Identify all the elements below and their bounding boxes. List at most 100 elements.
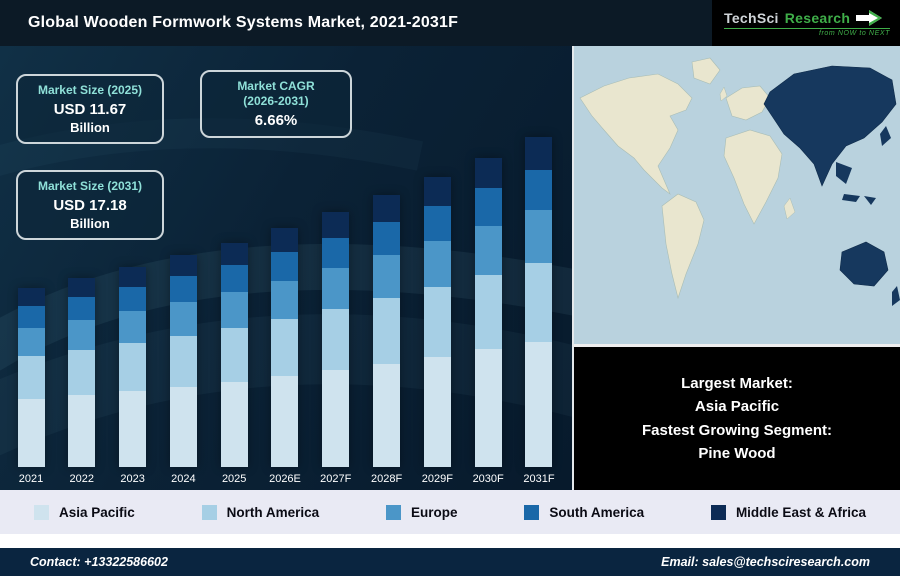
legend-item-south-america: South America [524, 504, 644, 520]
bar-segment-south-america [68, 296, 96, 320]
year-label: 2030F [472, 473, 504, 485]
bar-segment-europe [474, 225, 502, 276]
bar-segment-asia-pacific [169, 386, 197, 467]
bar-segment-europe [169, 301, 197, 336]
market-size-2025-box: Market Size (2025) USD 11.67 Billion [16, 74, 164, 144]
legend-item-north-america: North America [201, 504, 320, 520]
divider [0, 534, 900, 546]
year-label: 2028F [370, 473, 403, 485]
bar-segment-middle-east-africa [423, 176, 451, 206]
bar-segment-south-america [423, 205, 451, 241]
bar-segment-asia-pacific [17, 399, 45, 467]
market-size-2031-box: Market Size (2031) USD 17.18 Billion [16, 170, 164, 240]
bar-column-2031f: 2031F [514, 137, 564, 488]
market-size-2025-unit: Billion [70, 120, 110, 135]
stacked-bar-2027f [322, 212, 350, 467]
legend: Asia Pacific North America Europe South Ame… [0, 490, 900, 534]
bar-segment-south-america [17, 306, 45, 328]
legend-label: Middle East & Africa [735, 504, 866, 520]
main-content: Market Size (2025) USD 11.67 Billion Mar… [0, 46, 900, 490]
right-panel: Largest Market: Asia Pacific Fastest Gro… [572, 46, 900, 490]
bar-segment-asia-pacific [119, 390, 147, 467]
bar-segment-south-america [474, 188, 502, 226]
largest-market-label: Largest Market: [681, 375, 793, 392]
legend-item-middle-east-africa: Middle East & Africa [710, 504, 866, 520]
bar-segment-europe [322, 268, 350, 309]
bar-segment-north-america [373, 298, 401, 364]
stacked-bar-2025 [220, 242, 248, 467]
bar-column-2026e: 2026E [260, 227, 310, 488]
bar-segment-middle-east-africa [525, 137, 553, 171]
bar-segment-middle-east-africa [322, 212, 350, 238]
world-map [574, 46, 900, 344]
bar-chart: 2021 2022 2023 2024 2025 2026E 2027F 2028F 2029F… [6, 137, 564, 488]
market-size-2025-value: USD 11.67 [53, 101, 127, 118]
bar-column-2028f: 2028F [362, 194, 412, 488]
logo-arrow-icon [856, 9, 883, 26]
bar-segment-europe [119, 310, 147, 343]
bar-segment-south-america [220, 265, 248, 293]
bar-segment-north-america [271, 318, 299, 377]
bar-segment-middle-east-africa [373, 194, 401, 223]
legend-swatch [524, 504, 540, 520]
bar-segment-north-america [525, 262, 553, 342]
legend-label: North America [226, 504, 320, 520]
bar-segment-asia-pacific [525, 341, 553, 467]
market-size-2031-unit: Billion [70, 216, 110, 231]
logo-brand-text-2: Research [784, 9, 851, 26]
bar-segment-north-america [220, 328, 248, 382]
year-label: 2023 [120, 473, 145, 485]
bar-column-2029f: 2029F [412, 176, 462, 488]
stacked-bar-2023 [119, 266, 147, 467]
bar-segment-north-america [423, 287, 451, 357]
bar-segment-asia-pacific [271, 376, 299, 467]
bar-segment-north-america [169, 335, 197, 387]
bar-segment-europe [423, 240, 451, 288]
bar-segment-europe [17, 327, 45, 357]
bar-segment-south-america [119, 286, 147, 311]
bar-segment-asia-pacific [68, 395, 96, 467]
logo-brand-text: TechSci [724, 9, 779, 26]
legend-swatch [34, 504, 49, 520]
legend-label: Europe [410, 504, 458, 520]
logo-tagline: from NOW to NEXT [724, 27, 890, 37]
email-text: Email: sales@techsciresearch.com [661, 555, 870, 569]
year-label: 2031F [523, 473, 555, 485]
bar-segment-middle-east-africa [169, 255, 197, 277]
bar-segment-north-america [474, 275, 502, 350]
bar-segment-middle-east-africa [474, 157, 502, 189]
bar-column-2024: 2024 [158, 255, 208, 488]
bar-segment-asia-pacific [373, 363, 401, 467]
bar-segment-europe [220, 292, 248, 329]
world-map-svg [574, 46, 900, 344]
contact-text: Contact: +13322586602 [30, 555, 168, 569]
legend-label: Asia Pacific [59, 504, 135, 520]
bar-column-2021: 2021 [6, 288, 56, 488]
bar-segment-europe [525, 209, 553, 263]
bar-segment-middle-east-africa [68, 277, 96, 297]
techsci-logo: TechSci Research from NOW to NEXT [712, 0, 900, 46]
bar-segment-asia-pacific [474, 349, 502, 467]
bar-segment-middle-east-africa [119, 266, 147, 287]
legend-swatch [201, 504, 217, 520]
stacked-bar-2028f [373, 194, 401, 467]
market-cagr-value: 6.66% [254, 112, 298, 129]
bar-segment-south-america [525, 170, 553, 210]
bar-segment-south-america [322, 237, 350, 269]
bar-segment-middle-east-africa [271, 227, 299, 252]
bar-segment-europe [271, 280, 299, 319]
stacked-bar-2024 [169, 255, 197, 467]
bar-segment-north-america [17, 356, 45, 400]
fastest-segment-label: Fastest Growing Segment: [641, 421, 833, 439]
bar-column-2023: 2023 [108, 266, 158, 488]
bar-segment-middle-east-africa [220, 242, 248, 266]
market-cagr-box: Market CAGR (2026-2031) 6.66% [200, 70, 352, 138]
year-label: 2024 [171, 473, 196, 485]
bar-segment-asia-pacific [423, 356, 451, 467]
bar-segment-europe [373, 254, 401, 299]
bar-segment-asia-pacific [220, 381, 248, 467]
stacked-bar-2026e [271, 227, 299, 467]
bar-segment-middle-east-africa [17, 288, 45, 307]
bar-segment-asia-pacific [322, 370, 350, 467]
